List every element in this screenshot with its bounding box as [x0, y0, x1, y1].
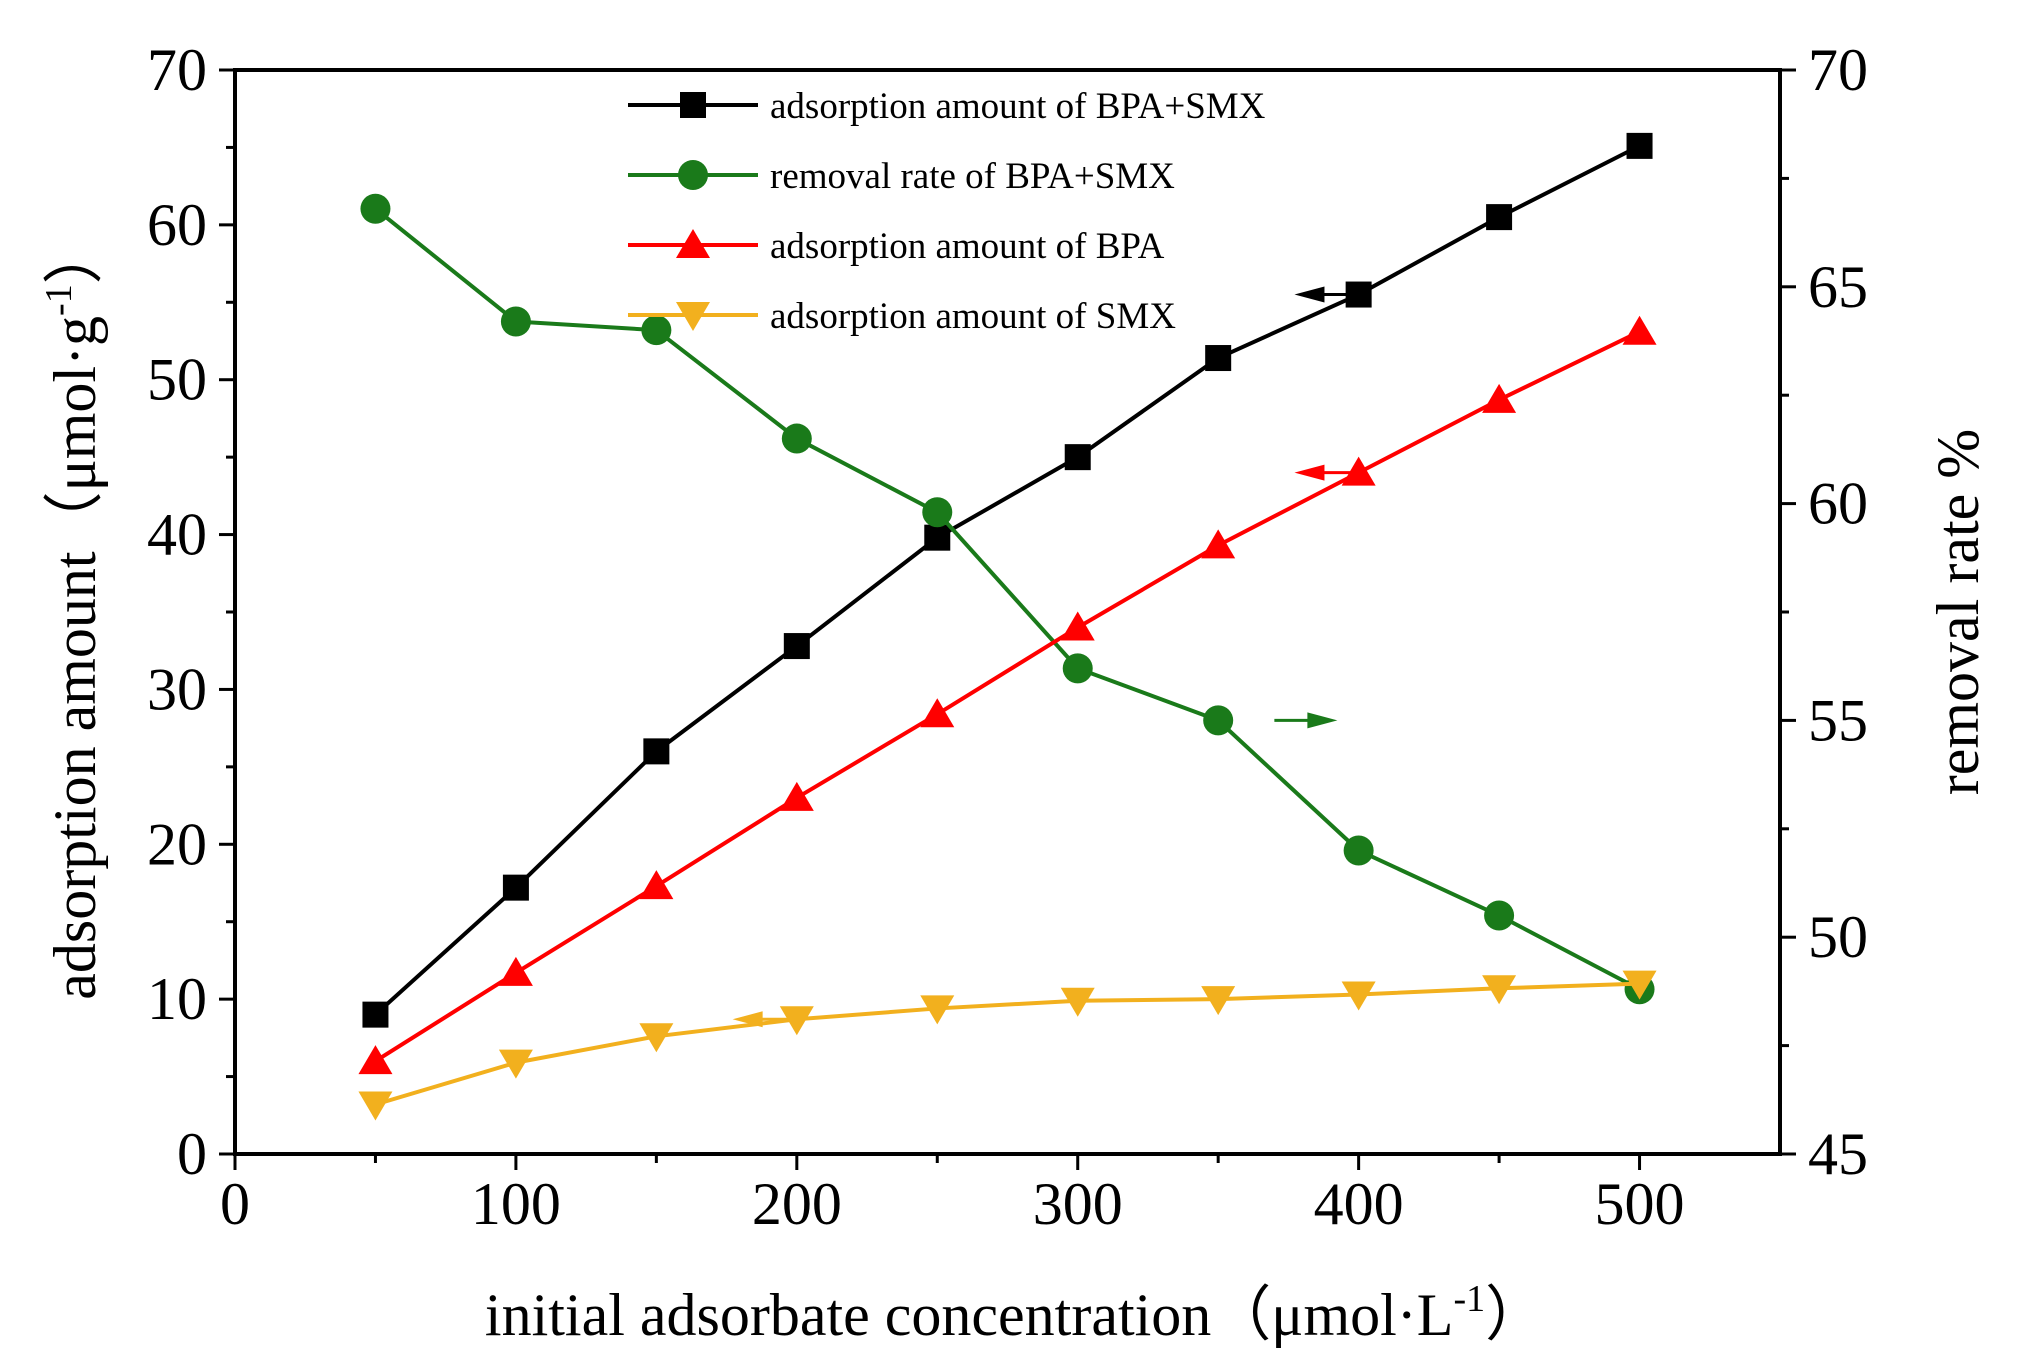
legend-label: adsorption amount of BPA+SMX	[770, 86, 1266, 127]
data-point	[360, 193, 391, 224]
data-point	[1203, 705, 1234, 736]
left-y-tick-label: 50	[147, 347, 207, 413]
data-point	[498, 956, 533, 986]
legend-item: adsorption amount of SMX	[628, 296, 1176, 337]
legend-label: removal rate of BPA+SMX	[770, 156, 1175, 197]
x-tick-label: 500	[1595, 1171, 1685, 1237]
legend-item: adsorption amount of BPA	[628, 226, 1165, 267]
axis-indicator-arrow-head	[1307, 712, 1338, 729]
legend: adsorption amount of BPA+SMX removal rate…	[628, 86, 1266, 337]
axis-indicator-arrow-head	[1294, 464, 1325, 481]
data-point	[1205, 345, 1232, 372]
left-y-tick-label: 30	[147, 656, 207, 722]
left-y-tick-label: 70	[147, 37, 207, 103]
legend-label: adsorption amount of BPA	[770, 226, 1165, 267]
right-y-axis-title: removal rate %	[1925, 429, 1991, 795]
data-point	[924, 524, 951, 551]
right-y-tick-label: 50	[1808, 904, 1868, 970]
series-0	[362, 132, 1653, 1028]
data-point	[639, 1023, 674, 1053]
x-tick-label: 400	[1314, 1171, 1404, 1237]
legend-label: adsorption amount of SMX	[770, 296, 1176, 337]
data-point	[502, 874, 529, 901]
series-1	[360, 193, 1655, 1005]
right-y-tick-label: 70	[1808, 37, 1868, 103]
x-tick-label: 100	[471, 1171, 561, 1237]
data-point	[362, 1001, 389, 1028]
data-point	[922, 497, 953, 528]
series-line	[374, 329, 1641, 1063]
data-point	[358, 1045, 393, 1075]
series-line	[374, 981, 1640, 1107]
axis-indicator-arrow-head	[732, 1011, 763, 1028]
left-y-tick-label: 60	[147, 192, 207, 258]
data-point	[783, 633, 810, 660]
x-tick-label: 0	[220, 1171, 250, 1237]
data-point	[1060, 611, 1095, 641]
legend-item: removal rate of BPA+SMX	[628, 156, 1175, 197]
data-point	[1622, 315, 1657, 345]
data-point	[500, 306, 531, 337]
legend-marker	[676, 229, 710, 258]
data-point	[1060, 987, 1095, 1017]
data-point	[1064, 444, 1091, 471]
legend-marker	[676, 302, 710, 331]
right-y-tick-label: 60	[1808, 471, 1868, 537]
left-y-axis-ticks: 0 10 20 30 40 50 60 70	[147, 37, 235, 1187]
data-point	[781, 423, 812, 454]
left-y-tick-label: 20	[147, 811, 207, 877]
x-tick-label: 200	[752, 1171, 842, 1237]
data-point	[920, 995, 955, 1025]
series-layer	[358, 132, 1657, 1121]
left-y-axis-title: adsorption amount（μmol·g-1）	[38, 224, 108, 999]
series-line	[374, 207, 1641, 992]
right-y-tick-label: 55	[1808, 687, 1868, 753]
data-point	[1201, 529, 1236, 559]
x-tick-label: 300	[1033, 1171, 1123, 1237]
data-point	[920, 698, 955, 728]
right-y-axis-ticks: 45 50 55 60 65 70	[1780, 37, 1868, 1187]
data-point	[1484, 900, 1515, 931]
data-point	[1622, 970, 1657, 1000]
data-point	[358, 1091, 393, 1121]
data-point	[1062, 653, 1093, 684]
data-point	[498, 1049, 533, 1079]
data-point	[1626, 132, 1653, 159]
data-point	[1201, 986, 1236, 1016]
legend-marker	[678, 160, 708, 190]
data-point	[1486, 204, 1513, 231]
data-point	[643, 738, 670, 765]
legend-marker	[680, 92, 706, 118]
x-axis-title: initial adsorbate concentration（μmol·L-1…	[485, 1278, 1545, 1348]
data-point	[1341, 456, 1376, 486]
data-point	[641, 315, 672, 346]
data-point	[639, 870, 674, 900]
left-y-tick-label: 0	[177, 1121, 207, 1187]
legend-item: adsorption amount of BPA+SMX	[628, 86, 1266, 127]
series-line	[374, 144, 1641, 1017]
data-point	[1482, 975, 1517, 1005]
series-3	[358, 970, 1657, 1121]
right-y-tick-label: 65	[1808, 254, 1868, 320]
x-axis-ticks: 0 100 200 300 400 500	[220, 1154, 1685, 1237]
data-point	[779, 781, 814, 811]
left-y-tick-label: 40	[147, 502, 207, 568]
data-point	[1343, 835, 1374, 866]
data-point	[779, 1006, 814, 1036]
right-y-tick-label: 45	[1808, 1121, 1868, 1187]
left-y-tick-label: 10	[147, 966, 207, 1032]
series-2	[358, 315, 1657, 1075]
axis-indicator-arrow-head	[1294, 286, 1325, 303]
data-point	[1482, 383, 1517, 413]
data-point	[1341, 981, 1376, 1011]
